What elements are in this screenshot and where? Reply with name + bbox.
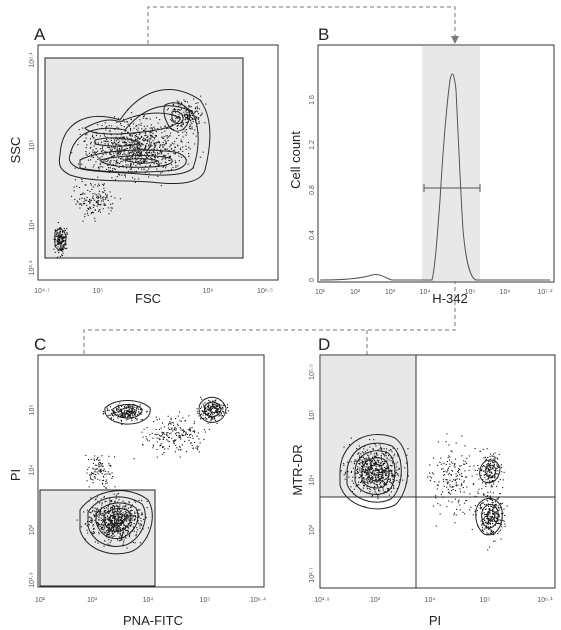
panel-d-contours	[339, 434, 503, 536]
panel-a-xtick: 10⁴·⁷	[34, 288, 50, 295]
panel-b-letter: B	[318, 25, 329, 44]
panel-b-ytick: 0.8	[309, 185, 316, 195]
panel-b-yticks: 1.6 1.2 0.8 0.4 0	[309, 95, 316, 282]
panel-a-gate	[44, 57, 244, 259]
panel-c-ytick: 10⁴	[29, 465, 36, 476]
panel-d-ytick: 10⁵	[309, 410, 316, 421]
panel-b-xtick: 10¹	[315, 289, 326, 296]
panel-c: C PNA-FITC PI 10² 10³ 10⁴ 10⁵ 10⁶·⁴ 10⁵	[8, 335, 266, 628]
panel-c-xtick: 10²	[35, 597, 46, 604]
panel-d-xtick: 10³	[370, 597, 381, 604]
panel-d-ytick: 10⁴	[309, 475, 316, 486]
panel-a-xticks: 10⁴·⁷ 10⁵ 10⁶ 10⁶·⁵	[34, 288, 273, 295]
panel-a-xtick: 10⁶·⁵	[257, 288, 273, 295]
panel-b-ytick: 0	[309, 278, 316, 282]
panel-c-xtick: 10³	[87, 597, 98, 604]
panel-a: A FSC SSC 10⁴·⁷ 10⁵ 10⁶ 10⁶·⁵ 10⁶·¹ 10⁵	[8, 25, 279, 306]
panel-d-xtick: 10⁵	[480, 597, 491, 604]
panel-c-yticks: 10⁵ 10⁴ 10³ 10¹·⁹	[29, 405, 36, 588]
panel-b-xtick: 10³	[385, 289, 396, 296]
panel-d-ytick: 10³	[309, 524, 316, 535]
panel-a-ytick: 10⁵	[29, 140, 36, 151]
panel-b-histogram	[319, 73, 550, 281]
panel-d-xtick: 10¹·⁹	[314, 597, 329, 604]
panel-d-yticks: 10⁵·⁵ 10⁵ 10⁴ 10³ 10²·⁷	[309, 364, 316, 583]
panel-d-ytick: 10⁵·⁵	[309, 364, 316, 380]
panel-b-ytick: 0.4	[309, 230, 316, 240]
panel-c-xtick: 10⁶·⁴	[250, 597, 266, 604]
panel-c-xlabel: PNA-FITC	[123, 613, 183, 628]
panel-b-xtick: 10⁶	[500, 289, 511, 296]
panel-b-xtick: 10²	[350, 289, 361, 296]
panel-c-gate	[39, 489, 156, 587]
panel-d-xtick: 10⁶·¹	[537, 597, 553, 604]
panel-d-xlabel: PI	[429, 613, 441, 628]
panel-d-xtick: 10⁴	[425, 597, 436, 604]
panel-b-gate-region	[422, 46, 480, 281]
panel-a-xtick: 10⁶	[203, 288, 214, 295]
panel-c-letter: C	[34, 335, 46, 354]
panel-c-xticks: 10² 10³ 10⁴ 10⁵ 10⁶·⁴	[35, 597, 266, 604]
panel-b: B H-342 Cell count 10¹ 10² 10³ 10⁴ 10⁵ 1…	[288, 25, 555, 306]
panel-b-gate-marker	[423, 184, 481, 192]
panel-c-ytick: 10³	[29, 524, 36, 535]
panel-a-ylabel: SSC	[8, 137, 23, 164]
panel-a-letter: A	[34, 25, 46, 44]
gate-connector-ab	[147, 6, 459, 58]
panel-c-contours	[79, 396, 227, 555]
panel-b-ytick: 1.2	[309, 140, 316, 150]
panel-c-xtick: 10⁴	[143, 597, 154, 604]
panel-a-ytick: 10⁴	[29, 220, 36, 231]
panel-b-xtick: 10⁵	[465, 289, 476, 296]
panel-b-xticks: 10¹ 10² 10³ 10⁴ 10⁵ 10⁶ 10⁷·²	[315, 289, 553, 296]
panel-c-ylabel: PI	[8, 469, 23, 481]
panel-a-xtick: 10⁵	[93, 288, 104, 295]
panel-d-xticks: 10¹·⁹ 10³ 10⁴ 10⁵ 10⁶·¹	[314, 597, 553, 604]
panel-d-ylabel: MTR-DR	[290, 444, 305, 495]
panel-a-xlabel: FSC	[135, 291, 161, 306]
panel-d: D PI MTR-DR 10¹·⁹ 10³ 10⁴ 10⁵ 10⁶·¹	[290, 335, 556, 628]
panel-b-xtick: 10⁴	[420, 289, 431, 296]
panel-a-yticks: 10⁶·¹ 10⁵ 10⁴ 10³·³	[29, 52, 36, 276]
panel-a-contours	[54, 89, 211, 250]
panel-b-ytick: 1.6	[309, 95, 316, 105]
gate-connector-bc	[80, 280, 456, 499]
panel-c-ytick: 10¹·⁹	[29, 572, 36, 587]
panel-b-ylabel: Cell count	[288, 131, 303, 189]
panel-c-events	[76, 396, 229, 549]
panel-c-ytick: 10⁵	[29, 405, 36, 416]
panel-c-xtick: 10⁵	[200, 597, 211, 604]
panel-a-ytick: 10⁶·¹	[29, 52, 36, 68]
panel-b-xtick: 10⁷·²	[538, 289, 554, 296]
panel-d-ytick: 10²·⁷	[309, 567, 316, 582]
panel-d-letter: D	[318, 335, 330, 354]
panel-b-xlabel: H-342	[432, 291, 467, 306]
panel-a-ytick: 10³·³	[29, 260, 36, 275]
